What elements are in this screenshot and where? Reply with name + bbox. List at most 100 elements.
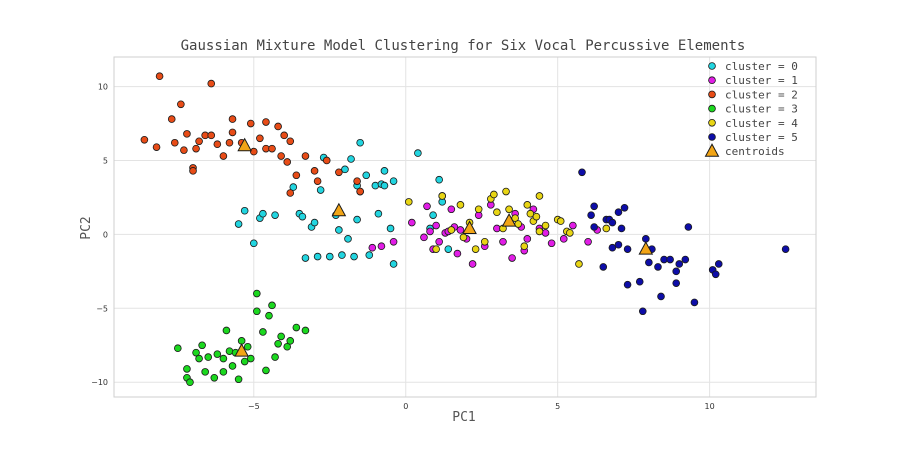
series-4 bbox=[404, 187, 611, 268]
data-point bbox=[344, 235, 352, 243]
data-point bbox=[180, 146, 188, 154]
data-point bbox=[338, 251, 346, 259]
data-point bbox=[404, 198, 413, 206]
y-tick-label: −10 bbox=[91, 378, 108, 387]
data-point bbox=[265, 311, 273, 320]
data-point bbox=[468, 260, 477, 268]
chart-title: Gaussian Mixture Model Clustering for Si… bbox=[181, 38, 746, 54]
data-point bbox=[453, 249, 462, 258]
data-point bbox=[268, 301, 276, 310]
data-point bbox=[225, 138, 234, 147]
legend-label: cluster = 3 bbox=[725, 103, 798, 116]
data-point bbox=[499, 237, 507, 246]
data-points bbox=[140, 72, 790, 387]
data-point bbox=[690, 298, 699, 307]
data-point bbox=[140, 135, 149, 144]
x-tick-label: 5 bbox=[555, 402, 560, 411]
data-point bbox=[523, 235, 532, 243]
legend-label: cluster = 2 bbox=[725, 88, 798, 101]
legend-marker bbox=[708, 133, 716, 141]
data-point bbox=[174, 344, 182, 353]
data-point bbox=[374, 209, 383, 218]
data-point bbox=[249, 147, 258, 156]
data-point bbox=[408, 218, 416, 227]
x-tick-label: 10 bbox=[705, 402, 715, 411]
data-point bbox=[240, 357, 249, 366]
data-point bbox=[559, 235, 568, 243]
data-point bbox=[234, 220, 243, 228]
data-point bbox=[380, 167, 389, 175]
data-point bbox=[623, 245, 632, 253]
data-point bbox=[262, 118, 270, 126]
legend-label: cluster = 0 bbox=[725, 60, 798, 73]
data-point bbox=[666, 255, 674, 264]
data-point bbox=[371, 181, 380, 190]
data-point bbox=[353, 177, 361, 185]
data-point bbox=[672, 267, 681, 276]
data-point bbox=[310, 218, 319, 227]
data-point bbox=[608, 243, 617, 252]
data-point bbox=[614, 240, 623, 249]
data-point bbox=[225, 347, 234, 355]
data-point bbox=[186, 378, 194, 387]
data-point bbox=[654, 263, 662, 271]
data-point bbox=[259, 328, 267, 336]
data-point bbox=[480, 237, 489, 246]
legend-marker bbox=[708, 104, 716, 113]
data-point bbox=[459, 233, 468, 242]
data-point bbox=[368, 243, 377, 252]
data-point bbox=[556, 217, 565, 225]
legend-marker bbox=[708, 62, 716, 70]
data-point bbox=[341, 165, 349, 174]
data-point bbox=[155, 72, 164, 81]
data-point bbox=[508, 254, 516, 262]
x-tick-label: −5 bbox=[248, 402, 260, 411]
data-point bbox=[347, 155, 355, 163]
series-1 bbox=[368, 192, 601, 268]
y-tick-label: −5 bbox=[96, 304, 108, 313]
data-point bbox=[447, 205, 456, 214]
data-point bbox=[246, 119, 255, 128]
data-point bbox=[292, 171, 301, 180]
data-point bbox=[256, 134, 264, 143]
data-point bbox=[210, 373, 219, 382]
data-point bbox=[447, 226, 456, 234]
data-point bbox=[313, 252, 322, 261]
legend-label: cluster = 1 bbox=[725, 74, 798, 87]
data-point bbox=[274, 339, 282, 348]
data-point bbox=[578, 168, 586, 177]
data-point bbox=[259, 209, 267, 218]
data-point bbox=[207, 131, 216, 140]
data-point bbox=[429, 211, 437, 219]
data-point bbox=[280, 131, 288, 140]
data-point bbox=[781, 245, 790, 253]
data-point bbox=[614, 208, 623, 217]
data-point bbox=[289, 183, 298, 191]
data-point bbox=[234, 375, 243, 384]
data-point bbox=[243, 342, 252, 351]
data-point bbox=[438, 192, 447, 200]
data-point bbox=[386, 224, 395, 233]
data-point bbox=[152, 143, 161, 151]
data-point bbox=[590, 223, 598, 231]
data-point bbox=[635, 277, 644, 286]
data-point bbox=[380, 181, 389, 190]
data-point bbox=[253, 307, 261, 316]
data-point bbox=[365, 251, 374, 259]
legend-marker bbox=[704, 143, 720, 157]
data-point bbox=[620, 203, 629, 212]
data-point bbox=[423, 202, 431, 211]
data-point bbox=[335, 226, 343, 234]
data-point bbox=[195, 137, 203, 146]
legend-marker bbox=[708, 76, 716, 84]
centroid-marker bbox=[331, 202, 347, 217]
data-point bbox=[335, 168, 343, 177]
series-5 bbox=[578, 168, 790, 316]
data-point bbox=[286, 337, 295, 345]
data-point bbox=[535, 192, 544, 200]
legend-label: centroids bbox=[725, 145, 785, 158]
data-point bbox=[177, 100, 185, 109]
data-point bbox=[277, 152, 285, 160]
data-point bbox=[286, 137, 295, 146]
